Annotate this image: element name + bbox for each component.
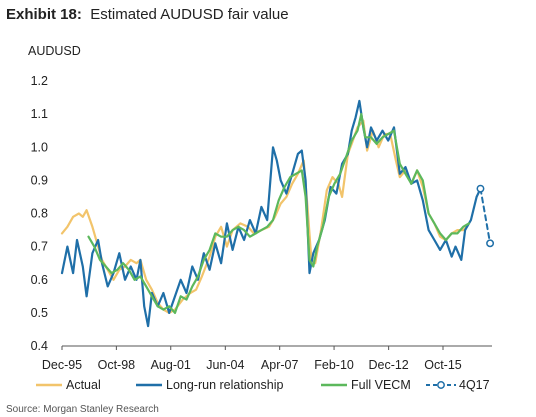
y-tick-label: 0.6 [31, 273, 48, 287]
forecast-point-marker [486, 239, 495, 248]
legend-item-full-vecm: Full VECM [321, 378, 411, 392]
y-tick-label: 0.4 [31, 339, 48, 353]
y-axis-label: AUDUSD [28, 44, 81, 58]
exhibit-title-text: Estimated AUDUSD fair value [90, 6, 289, 23]
legend-item-long-run-relationship: Long-run relationship [136, 378, 283, 392]
exhibit-number: Exhibit 18: [6, 6, 82, 23]
legend-label: Full VECM [351, 378, 411, 392]
legend-item-actual: Actual [36, 378, 101, 392]
legend-label: Actual [66, 378, 101, 392]
series-group [60, 99, 495, 328]
y-tick-label: 0.9 [31, 173, 48, 187]
x-tick-label: Dec-12 [368, 358, 408, 372]
legend-label: 4Q17 [459, 378, 490, 392]
x-tick-label: Apr-07 [261, 358, 299, 372]
y-tick-label: 0.8 [31, 207, 48, 221]
y-tick-label: 0.7 [31, 240, 48, 254]
series-line-4q17 [479, 187, 492, 245]
forecast-point-marker [476, 184, 485, 193]
series-line-actual [60, 119, 469, 314]
exhibit-title: Exhibit 18: Estimated AUDUSD fair value [6, 6, 289, 23]
y-tick-label: 1.2 [31, 74, 48, 88]
legend: Actual Long-run relationship Full VECM 4Q17 [36, 378, 490, 392]
y-tick-label: 1.1 [31, 107, 48, 121]
x-tick-label: Dec-95 [42, 358, 82, 372]
series-line-long-run-relationship [60, 99, 482, 328]
legend-item-4q17: 4Q17 [426, 378, 490, 392]
x-tick-label: Oct-15 [424, 358, 462, 372]
legend-marker [437, 381, 445, 389]
x-tick-label: Jun-04 [206, 358, 244, 372]
axes: 0.4 0.5 0.6 0.7 0.8 0.9 1.0 1.1 1.2 Dec-95 Oct-98 A… [31, 74, 492, 372]
line-chart: 0.4 0.5 0.6 0.7 0.8 0.9 1.0 1.1 1.2 Dec-95 Oct-98 A… [31, 74, 495, 392]
series-line-full-vecm [87, 113, 470, 314]
x-tick-label: Feb-10 [314, 358, 354, 372]
source-note: Source: Morgan Stanley Research [6, 404, 159, 415]
y-tick-label: 1.0 [31, 140, 48, 154]
x-tick-label: Oct-98 [98, 358, 136, 372]
x-tick-label: Aug-01 [151, 358, 191, 372]
y-tick-label: 0.5 [31, 306, 48, 320]
legend-label: Long-run relationship [166, 378, 283, 392]
